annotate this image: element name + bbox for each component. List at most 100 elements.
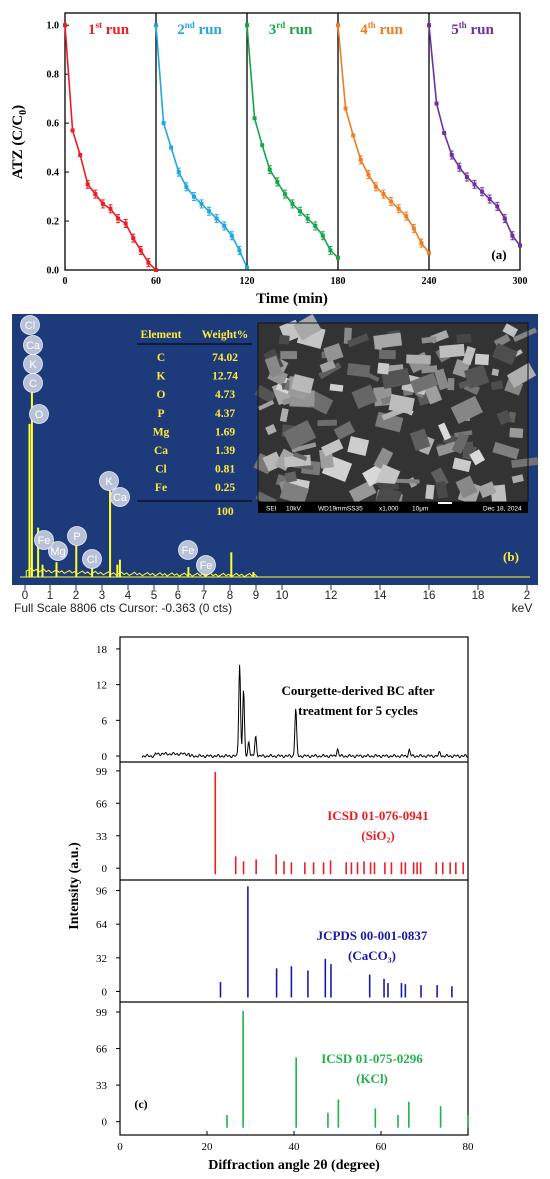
peak-label-bubble (23, 373, 43, 393)
sem-grain (502, 323, 519, 338)
x-tick-label: 60 (151, 276, 161, 287)
kev-tick-label: 10 (276, 590, 289, 602)
sem-grain (254, 384, 277, 404)
y-tick-label: 0 (102, 751, 108, 763)
sem-grain (373, 332, 403, 349)
data-point (260, 143, 265, 148)
y-tick-label: 96 (96, 886, 108, 898)
y-tick-label: 0.4 (47, 168, 60, 179)
y-tick-label: 6 (102, 715, 108, 727)
run-ordinal: rd (276, 20, 285, 30)
run-number: 5 (451, 22, 459, 38)
sem-grain (373, 447, 394, 471)
sem-grain (292, 452, 308, 462)
sem-grain (462, 345, 476, 366)
kev-tick-label: 2 (524, 590, 530, 602)
sem-grain (375, 464, 401, 489)
xrd-subplot-3: 0 32 64 96 JCPDS 00-001-0837 (CaCO₃) (96, 879, 468, 998)
table-cell-weight: 0.25 (215, 482, 235, 494)
sem-grain (279, 481, 309, 506)
table-cell-element: Fe (155, 482, 167, 494)
data-point (267, 167, 272, 172)
data-point (366, 172, 371, 177)
table-cell-element: Mg (153, 426, 170, 438)
xrd-subplot-2: 0 33 66 99 ICSD 01-076-0941 (SiO₂) (96, 761, 468, 875)
table-cell-element: Cl (155, 464, 167, 476)
peak-label-bubble (82, 549, 102, 569)
data-point (222, 223, 227, 228)
sem-caption-text: WD19mmSS35 (318, 506, 363, 513)
data-point (373, 184, 378, 189)
x-tick-label: 0 (117, 1141, 123, 1153)
peak-label-cl: Cl (25, 320, 35, 332)
panel-a-line-chart: 0.0 0.2 0.4 0.6 0.8 1.0 0 60 120 180 240 300 1st ru… (10, 12, 528, 307)
sem-grain (280, 351, 297, 360)
sem-grain (452, 457, 472, 473)
peak-label-bubble (20, 315, 40, 335)
sem-grain (378, 482, 399, 490)
data-point (404, 214, 409, 219)
data-point (419, 241, 424, 246)
data-point (336, 23, 340, 28)
sem-grain (381, 368, 411, 389)
sem-grain (318, 362, 342, 380)
y-tick-label: 0 (102, 863, 108, 875)
run-label-3: 3rd run (269, 20, 313, 38)
x-tick-label: 80 (463, 1141, 475, 1153)
peak-label-mg: Mg (50, 546, 65, 558)
data-point (252, 116, 257, 121)
y-tick-label: 66 (96, 798, 108, 810)
sem-grain (347, 436, 370, 456)
sem-grain (377, 362, 390, 375)
table-cell-weight: 1.39 (215, 445, 235, 457)
x-tick-label: 0 (63, 276, 68, 287)
peak-label-bubble (67, 526, 87, 546)
run-word: run (285, 22, 313, 38)
data-point (245, 265, 249, 270)
data-point (381, 192, 386, 197)
y-tick-label: 99 (96, 1007, 108, 1019)
data-point (207, 209, 212, 214)
run-number: 3 (269, 22, 277, 38)
sem-grain (439, 343, 465, 359)
y-tick-label: 0.8 (47, 70, 60, 81)
subplot-label-line: JCPDS 00-001-0837 (317, 928, 428, 943)
panel-c-y-axis-label: Intensity (a.u.) (67, 842, 82, 930)
sem-grain (492, 441, 520, 460)
sem-grain (410, 372, 439, 394)
table-cell-weight: 12.74 (212, 371, 238, 383)
data-point (237, 248, 242, 253)
run-label-1: 1st run (88, 20, 130, 38)
kev-tick-label: 14 (374, 590, 387, 602)
y-tick-label: 99 (96, 766, 108, 778)
kev-tick-label: 9 (253, 590, 259, 602)
sem-grain (451, 432, 469, 455)
sem-grain (409, 428, 431, 452)
sem-grain (511, 474, 524, 484)
sem-grain (447, 377, 455, 391)
sem-grain (282, 420, 317, 451)
sem-grain (351, 384, 378, 409)
panel-a-x-axis-label: Time (min) (256, 291, 328, 307)
data-point (282, 192, 287, 197)
sem-grain (293, 313, 322, 341)
peak-label-ca: Ca (26, 340, 41, 352)
table-cell-weight: 4.73 (215, 389, 235, 401)
peak-label-k: K (105, 476, 113, 488)
data-point (138, 248, 143, 253)
data-point (313, 223, 318, 228)
y-tick-label: 0.0 (47, 266, 60, 277)
sem-grain (511, 457, 539, 469)
data-point (336, 255, 340, 260)
y-tick-label: 66 (96, 1044, 108, 1056)
table-cell-weight: 74.02 (212, 352, 238, 364)
kev-tick-label: 8 (227, 590, 233, 602)
data-point (320, 233, 325, 238)
run-word: run (467, 22, 495, 38)
sem-grain (323, 343, 344, 363)
sem-grain (333, 421, 356, 441)
kev-tick-label: 5 (151, 590, 157, 602)
x-tick-label: 300 (513, 276, 528, 287)
sem-grain (458, 379, 472, 389)
